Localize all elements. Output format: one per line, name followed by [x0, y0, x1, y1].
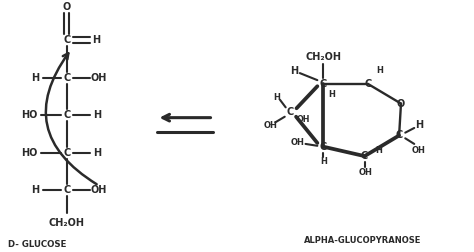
Text: OH: OH	[412, 146, 426, 155]
Text: H: H	[93, 110, 101, 120]
Text: HO: HO	[21, 148, 37, 158]
Text: OH: OH	[91, 185, 107, 195]
Text: C: C	[361, 151, 368, 161]
Text: C: C	[63, 73, 71, 83]
Text: C: C	[320, 79, 327, 89]
Text: OH: OH	[91, 73, 107, 83]
Text: C: C	[365, 79, 372, 89]
Text: ALPHA-GLUCOPYRANOSE: ALPHA-GLUCOPYRANOSE	[303, 236, 421, 245]
Text: OH: OH	[264, 121, 277, 130]
Text: H: H	[31, 73, 39, 83]
Text: CH₂OH: CH₂OH	[305, 52, 341, 62]
Text: OH: OH	[297, 115, 310, 123]
Text: C: C	[63, 35, 71, 45]
Text: H: H	[375, 146, 382, 155]
Text: CH₂OH: CH₂OH	[49, 218, 85, 228]
Text: D- GLUCOSE: D- GLUCOSE	[8, 240, 66, 249]
Text: HO: HO	[21, 110, 37, 120]
Text: O: O	[397, 99, 405, 109]
Text: H: H	[320, 157, 327, 166]
Text: H: H	[273, 92, 281, 102]
Text: H: H	[328, 90, 336, 99]
Text: H: H	[415, 120, 423, 130]
Text: C: C	[63, 110, 71, 120]
Text: OH: OH	[359, 168, 373, 177]
Text: H: H	[93, 148, 101, 158]
Text: OH: OH	[291, 139, 304, 147]
Text: C: C	[63, 148, 71, 158]
Text: H: H	[92, 35, 100, 45]
Text: C: C	[287, 107, 294, 117]
Text: H: H	[290, 66, 298, 76]
Text: O: O	[63, 2, 71, 12]
Text: C: C	[395, 131, 403, 140]
Text: H: H	[376, 66, 383, 75]
Text: C: C	[63, 185, 71, 195]
Text: H: H	[31, 185, 39, 195]
Text: C: C	[320, 142, 327, 152]
